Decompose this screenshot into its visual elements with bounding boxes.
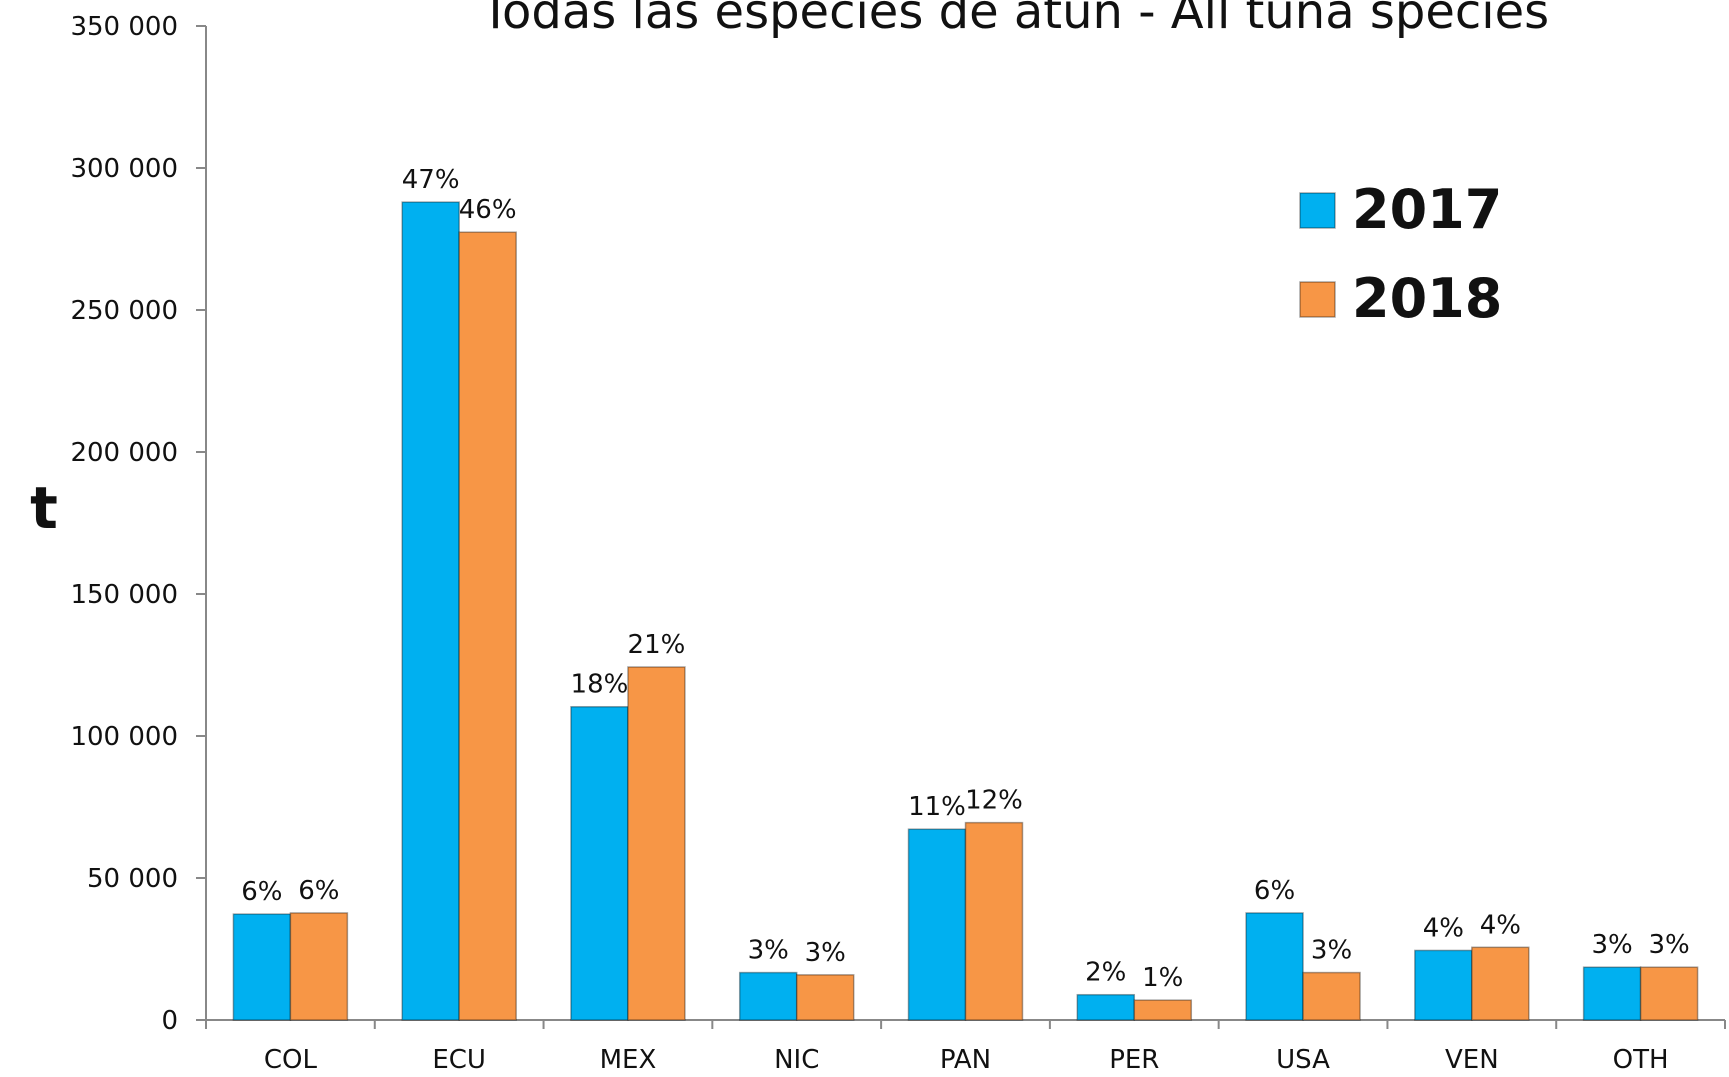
bar [1245, 912, 1304, 1021]
x-tick-label: COL [264, 1045, 318, 1075]
y-tick-label: 300 000 [70, 154, 178, 184]
data-label: 6% [241, 877, 282, 907]
bar [1582, 966, 1642, 1021]
bar [1639, 966, 1699, 1021]
bar [738, 971, 798, 1021]
data-label: 6% [298, 876, 339, 906]
data-label: 12% [965, 786, 1023, 816]
data-label: 2% [1085, 958, 1126, 988]
data-label: 4% [1480, 910, 1521, 940]
legend-swatch [1299, 192, 1336, 229]
data-label: 47% [402, 165, 460, 195]
data-label: 3% [748, 936, 789, 966]
bar [232, 913, 292, 1021]
y-tick-label: 100 000 [70, 722, 178, 752]
y-tick-label: 350 000 [70, 12, 178, 42]
y-tick-label: 50 000 [87, 864, 178, 894]
x-tick-label: PAN [940, 1045, 991, 1075]
x-tick-label: PER [1109, 1045, 1159, 1075]
bar [289, 912, 349, 1021]
data-label: 1% [1142, 963, 1183, 993]
bar [1133, 999, 1193, 1021]
y-tick-label: 200 000 [70, 438, 178, 468]
x-tick-label: NIC [774, 1045, 819, 1075]
data-label: 21% [628, 630, 686, 660]
chart-title: Todas las especies de atún - All tuna sp… [480, 0, 1549, 40]
bar [401, 201, 460, 1021]
bar [1076, 993, 1136, 1021]
bar [458, 231, 517, 1021]
x-tick-label: MEX [600, 1045, 657, 1075]
data-label: 11% [908, 792, 966, 822]
bar [795, 974, 855, 1021]
legend-swatch [1299, 281, 1336, 318]
y-tick-label: 0 [161, 1006, 178, 1036]
x-tick-label: VEN [1445, 1045, 1499, 1075]
data-label: 46% [459, 195, 517, 225]
bar [1471, 946, 1530, 1021]
y-axis-label: t [30, 474, 58, 542]
x-tick-label: ECU [432, 1045, 486, 1075]
legend-label: 2017 [1352, 178, 1502, 241]
data-label: 3% [1591, 930, 1632, 960]
legend-label: 2018 [1352, 267, 1502, 330]
bar [907, 828, 967, 1021]
x-tick-label: USA [1276, 1045, 1330, 1075]
data-label: 3% [1648, 930, 1689, 960]
bar [1302, 971, 1361, 1021]
data-label: 3% [1311, 936, 1352, 966]
data-label: 3% [805, 938, 846, 968]
data-label: 18% [571, 670, 629, 700]
data-label: 4% [1423, 913, 1464, 943]
data-label: 6% [1254, 876, 1295, 906]
bar [627, 666, 686, 1021]
y-tick-label: 150 000 [70, 580, 178, 610]
x-tick-label: OTH [1613, 1045, 1669, 1075]
bar [964, 821, 1024, 1021]
bar [570, 705, 629, 1021]
y-tick-label: 250 000 [70, 296, 178, 326]
bar [1414, 949, 1473, 1021]
